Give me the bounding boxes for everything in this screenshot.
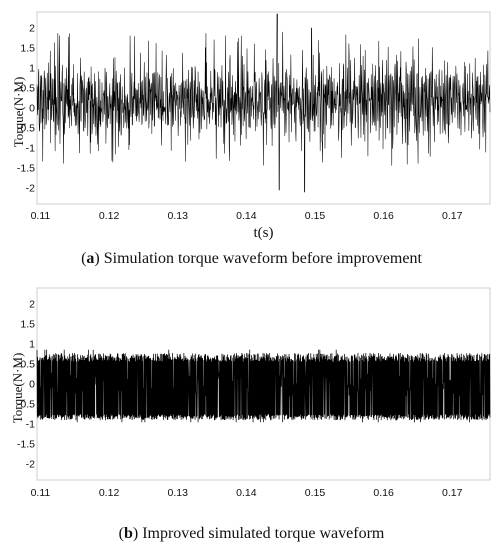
x-tick-label: 0.17 [442,210,463,222]
x-tick-label: 0.11 [31,210,51,222]
chart-panel-a: 2 1.5 1 0.5 0 -0.5 -1 -1.5 -2 0.11 0.12 0.13 0.14 0.1… [11,11,491,241]
y-tick-label: -1 [26,419,35,431]
y-tick-label: 0 [29,379,35,391]
x-tick-label: 0.13 [167,487,188,499]
caption-a-text: Simulation torque waveform before improv… [103,250,422,267]
chart-panel-b: 2 1.5 1 0.5 0 -0.5 -1 -1.5 -2 0.11 0.12 0.13 0.14 0.1… [10,287,491,499]
x-tick-label: 0.12 [99,487,120,499]
x-tick-label: 0.14 [236,210,257,222]
x-tick-label: 0.15 [305,210,326,222]
y-tick-label: 1 [29,339,35,351]
y-tick-label: -1.5 [17,163,35,175]
x-tick-label: 0.11 [31,487,51,499]
x-tick-label: 0.13 [167,210,188,222]
y-tick-label: 0.5 [20,83,35,95]
x-axis-label: t(s) [254,225,274,241]
caption-a: (a) Simulation torque waveform before im… [0,250,503,268]
y-tick-label: 1.5 [20,319,35,331]
x-tick-label: 0.16 [373,210,394,222]
x-tick-label: 0.14 [236,487,257,499]
caption-a-close: ) [94,250,100,267]
y-tick-label: -0.5 [17,399,35,411]
x-tick-label: 0.12 [99,210,120,222]
y-tick-label: -0.5 [17,123,35,135]
caption-b: (b) Improved simulated torque waveform [0,525,503,543]
x-tick-label: 0.17 [442,487,463,499]
torque-waveform-line [36,349,491,423]
torque-waveform-line [36,13,491,193]
x-tick-label: 0.16 [373,487,394,499]
caption-b-close: ) [132,525,139,542]
y-tick-label: 1 [29,63,35,75]
caption-a-open: ( [81,250,87,267]
caption-b-label: b [123,525,133,542]
y-tick-label: 2 [29,23,35,35]
caption-b-text: Improved simulated torque waveform [142,525,385,542]
caption-b-open: ( [118,525,124,542]
y-tick-label: 1.5 [20,43,35,55]
y-tick-label: -1.5 [17,439,35,451]
y-tick-label: 2 [29,299,35,311]
caption-a-label: a [86,250,95,267]
y-tick-label: 0 [29,103,35,115]
y-tick-label: 0.5 [20,359,35,371]
x-tick-label: 0.15 [305,487,326,499]
y-tick-label: -1 [26,143,35,155]
y-tick-label: -2 [26,183,35,195]
y-axis-label: Torque(N·M) [11,77,26,148]
y-axis-label: Torque(N·M) [10,353,25,424]
y-tick-label: -2 [26,459,35,471]
